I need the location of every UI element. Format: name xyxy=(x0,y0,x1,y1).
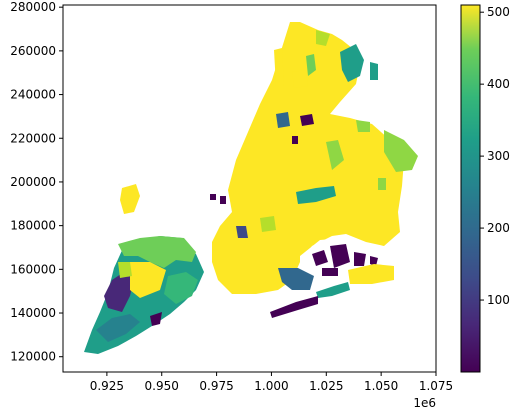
region-harbor-island-2 xyxy=(220,196,226,204)
x-tick-label: 0.975 xyxy=(199,379,233,393)
region-bay-airport xyxy=(278,268,314,290)
map-plot xyxy=(63,5,436,372)
region-queens-small xyxy=(356,120,370,132)
region-bay-island-4 xyxy=(322,268,338,276)
x-tick-label: 1.000 xyxy=(254,379,288,393)
region-brooklyn-green xyxy=(296,186,336,204)
region-rockaway-east xyxy=(348,264,394,284)
region-rockaway xyxy=(270,296,318,318)
region-bronx-park xyxy=(306,54,316,76)
region-manhattan-park xyxy=(276,112,290,128)
region-bronx-east-island xyxy=(370,62,378,80)
colorbar: 100 200 300 400 500 xyxy=(460,4,510,373)
jamaica-bay xyxy=(270,238,394,318)
region-manhattan-dark xyxy=(292,136,298,144)
region-manhattan-island xyxy=(300,114,314,126)
region-bay-island-3 xyxy=(354,252,366,266)
x-tick-label: 0.950 xyxy=(145,379,179,393)
region-brooklyn-teal-dot xyxy=(236,226,248,238)
region-queens-east-park xyxy=(384,130,418,172)
y-tick-label: 240000 xyxy=(10,88,56,102)
colorbar-ticks: 100 200 300 400 500 xyxy=(480,5,510,307)
region-outlier-north xyxy=(274,48,284,86)
colorbar-tick-label: 200 xyxy=(487,221,510,235)
region-staten-south xyxy=(96,314,140,342)
region-staten-west xyxy=(104,272,134,312)
x-tick-label: 1.075 xyxy=(419,379,453,393)
region-bronx-north xyxy=(316,30,330,46)
region-mainland-light xyxy=(260,216,276,232)
region-rockaway-green xyxy=(316,282,350,298)
y-tick-label: 140000 xyxy=(10,306,56,320)
region-staten-east xyxy=(164,272,198,304)
region-bronx-east-park xyxy=(340,44,364,82)
region-bay-island-5 xyxy=(370,256,378,266)
y-axis-ticks: 120000 140000 160000 180000 200000 220000 2400… xyxy=(10,0,63,364)
region-mainland-base xyxy=(212,22,404,294)
colorbar-tick-label: 300 xyxy=(487,149,510,163)
x-axis-ticks: 0.925 0.950 0.975 1.000 1.025 1.050 1.075 xyxy=(90,372,453,393)
x-offset-label: 1e6 xyxy=(413,396,436,410)
region-staten-mid-light xyxy=(118,262,132,278)
region-staten-north-shore xyxy=(118,236,196,268)
region-bay-island-1 xyxy=(312,250,328,266)
x-tick-label: 0.925 xyxy=(90,379,124,393)
colorbar-frame xyxy=(460,4,481,373)
colorbar-tick-label: 500 xyxy=(487,5,510,19)
y-tick-label: 160000 xyxy=(10,262,56,276)
y-tick-label: 120000 xyxy=(10,350,56,364)
y-tick-label: 200000 xyxy=(10,175,56,189)
region-queens-tiny xyxy=(378,178,386,190)
city-mainland xyxy=(210,22,418,294)
axes-frame xyxy=(62,4,437,373)
x-tick-label: 1.050 xyxy=(364,379,398,393)
region-queens-park xyxy=(326,140,344,170)
region-harbor-island xyxy=(210,194,216,200)
colorbar-gradient xyxy=(461,5,480,372)
y-tick-label: 180000 xyxy=(10,219,56,233)
region-bronx-outlier xyxy=(292,70,308,88)
y-tick-label: 260000 xyxy=(10,44,56,58)
region-bay-island-2 xyxy=(330,244,350,268)
staten-island xyxy=(84,236,204,354)
y-tick-label: 280000 xyxy=(10,0,56,14)
colorbar-tick-label: 400 xyxy=(487,77,510,91)
x-tick-label: 1.025 xyxy=(309,379,343,393)
y-tick-label: 220000 xyxy=(10,131,56,145)
region-staten-south-dark xyxy=(150,312,162,326)
colorbar-tick-label: 100 xyxy=(487,293,510,307)
region-staten-outlier xyxy=(120,184,140,214)
region-staten-mid xyxy=(130,262,166,298)
